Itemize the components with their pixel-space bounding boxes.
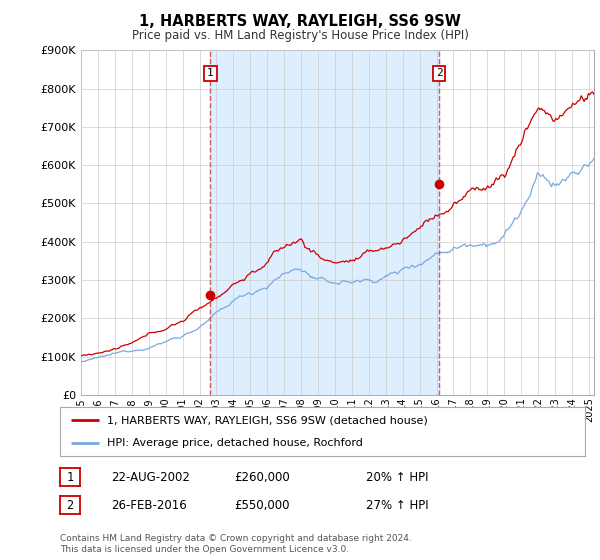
Text: £260,000: £260,000	[234, 470, 290, 484]
Text: Contains HM Land Registry data © Crown copyright and database right 2024.: Contains HM Land Registry data © Crown c…	[60, 534, 412, 543]
Text: 2: 2	[436, 68, 442, 78]
Text: 1, HARBERTS WAY, RAYLEIGH, SS6 9SW (detached house): 1, HARBERTS WAY, RAYLEIGH, SS6 9SW (deta…	[107, 416, 428, 426]
Text: 2: 2	[67, 498, 73, 512]
Text: 1: 1	[207, 68, 214, 78]
Text: 1: 1	[67, 470, 73, 484]
Text: 20% ↑ HPI: 20% ↑ HPI	[366, 470, 428, 484]
Text: Price paid vs. HM Land Registry's House Price Index (HPI): Price paid vs. HM Land Registry's House …	[131, 29, 469, 42]
Text: 26-FEB-2016: 26-FEB-2016	[111, 498, 187, 512]
Text: 27% ↑ HPI: 27% ↑ HPI	[366, 498, 428, 512]
Text: 22-AUG-2002: 22-AUG-2002	[111, 470, 190, 484]
Text: HPI: Average price, detached house, Rochford: HPI: Average price, detached house, Roch…	[107, 438, 363, 448]
Text: This data is licensed under the Open Government Licence v3.0.: This data is licensed under the Open Gov…	[60, 545, 349, 554]
Bar	[211, 50, 439, 395]
Text: 1, HARBERTS WAY, RAYLEIGH, SS6 9SW: 1, HARBERTS WAY, RAYLEIGH, SS6 9SW	[139, 14, 461, 29]
Text: £550,000: £550,000	[234, 498, 290, 512]
